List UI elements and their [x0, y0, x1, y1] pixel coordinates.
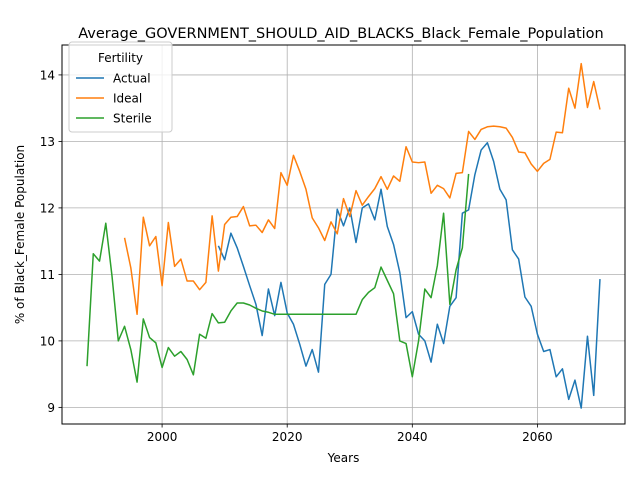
series-line-actual — [217, 141, 601, 409]
x-tick-label: 2020 — [272, 430, 303, 444]
grid-lines — [62, 45, 625, 424]
x-tick-label: 2060 — [522, 430, 553, 444]
legend-label-ideal: Ideal — [113, 92, 142, 106]
y-tick-label: 12 — [40, 201, 55, 215]
legend-box — [68, 41, 173, 133]
y-tick-label: 13 — [40, 135, 55, 149]
series-line-sterile — [86, 173, 470, 383]
y-tick-label: 9 — [47, 401, 55, 415]
y-tick-label: 11 — [40, 268, 55, 282]
x-tick-label: 2000 — [147, 430, 178, 444]
legend-title: Fertility — [98, 51, 143, 65]
x-tick-label: 2040 — [397, 430, 428, 444]
y-tick-label: 14 — [40, 68, 55, 82]
y-axis-label: % of Black_Female Population — [13, 145, 27, 324]
legend: Fertility Actual Ideal Sterile — [68, 41, 173, 133]
x-axis-ticks: 2000 2020 2040 2060 — [147, 424, 553, 444]
legend-label-actual: Actual — [113, 72, 151, 86]
chart-title: Average_GOVERNMENT_SHOULD_AID_BLACKS_Bla… — [78, 26, 604, 42]
x-axis-label: Years — [327, 451, 360, 465]
legend-entries: Actual Ideal Sterile — [76, 72, 152, 126]
series-lines — [86, 62, 601, 409]
plot-frame — [61, 44, 626, 425]
y-tick-label: 10 — [40, 334, 55, 348]
legend-label-sterile: Sterile — [113, 112, 152, 126]
series-line-ideal — [123, 62, 601, 316]
y-axis-ticks: 9 10 11 12 13 14 — [40, 68, 62, 415]
